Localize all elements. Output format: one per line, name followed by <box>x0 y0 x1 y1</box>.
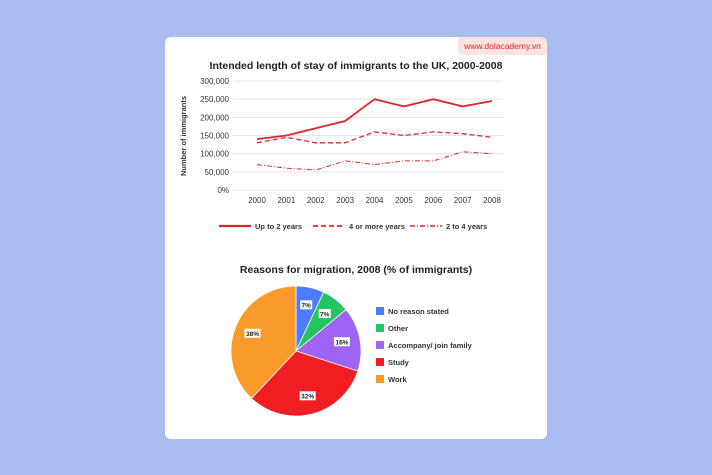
series-2-point <box>315 142 317 144</box>
series-2-point <box>491 137 493 139</box>
series-1-point <box>374 98 376 100</box>
legend-label: 4 or more years <box>349 222 405 231</box>
y-axis-label: Number of immigrants <box>179 96 188 176</box>
series-1-point <box>403 106 405 108</box>
brand-badge: www.dolacademy.vn <box>458 37 547 55</box>
pie-label-box <box>318 309 331 319</box>
legend-swatch <box>376 358 384 366</box>
series-1-point <box>315 127 317 129</box>
series-3-point <box>374 164 376 166</box>
y-tick-label: 150,000 <box>200 132 229 141</box>
pie-slice-label: 7% <box>320 311 330 318</box>
legend-label: No reason stated <box>388 307 449 316</box>
pie-label-box <box>299 391 316 401</box>
x-tick-label: 2002 <box>307 196 325 205</box>
series-2-point <box>462 133 464 135</box>
x-tick-label: 2006 <box>424 196 442 205</box>
series-2-point <box>344 142 346 144</box>
y-tick-label: 200,000 <box>200 113 229 122</box>
series-2-point <box>286 137 288 139</box>
series-3-point <box>315 169 317 171</box>
x-tick-label: 2000 <box>248 196 266 205</box>
legend-label: Accompany/ join family <box>388 341 473 350</box>
series-2-point <box>374 131 376 133</box>
pie-slice-label: 7% <box>302 303 312 310</box>
legend-swatch <box>376 324 384 332</box>
legend-swatch <box>376 341 384 349</box>
legend-label: Study <box>388 358 410 367</box>
series-1-point <box>286 135 288 137</box>
legend-swatch <box>376 375 384 383</box>
line-chart-title: Intended length of stay of immigrants to… <box>210 60 503 72</box>
x-tick-label: 2008 <box>483 196 501 205</box>
series-3-point <box>344 160 346 162</box>
legend-label: Up to 2 years <box>255 222 302 231</box>
series-1-point <box>491 100 493 102</box>
series-3-point <box>491 153 493 155</box>
legend-label: Other <box>388 324 408 333</box>
pie-slice-3 <box>295 309 362 372</box>
x-tick-label: 2007 <box>454 196 472 205</box>
pie-label-box <box>300 300 313 310</box>
legend-label: Work <box>388 375 407 384</box>
y-tick-label: 300,000 <box>200 77 229 86</box>
legend-swatch <box>376 307 384 315</box>
series-line-1 <box>256 98 493 140</box>
series-1-point <box>432 98 434 100</box>
x-tick-label: 2001 <box>277 196 295 205</box>
pie-label-box <box>244 328 261 338</box>
pie-slice-5 <box>230 285 297 399</box>
series-1-point <box>462 106 464 108</box>
pie-slice-label: 32% <box>301 394 314 401</box>
series-2-point <box>432 131 434 133</box>
series-3-point <box>256 164 258 166</box>
y-tick-label: 100,000 <box>200 150 229 159</box>
series-3-point <box>432 160 434 162</box>
x-tick-label: 2005 <box>395 196 413 205</box>
legend-label: 2 to 4 years <box>446 222 487 231</box>
series-3-point <box>462 151 464 153</box>
series-3-point <box>403 160 405 162</box>
y-tick-label: 250,000 <box>200 95 229 104</box>
y-tick-label: 50,000 <box>205 168 230 177</box>
series-1-point <box>344 120 346 122</box>
y-tick-label: 0% <box>217 186 229 195</box>
pie-slice-4 <box>250 350 359 417</box>
series-2-point <box>256 142 258 144</box>
series-line-2 <box>256 131 493 144</box>
pie-label-box <box>333 337 350 347</box>
pie-slice-label: 16% <box>335 340 348 347</box>
series-2-point <box>403 135 405 137</box>
pie-chart-title: Reasons for migration, 2008 (% of immigr… <box>240 264 472 276</box>
pie-slice-label: 38% <box>246 331 259 338</box>
series-line-3 <box>256 151 493 171</box>
x-tick-label: 2003 <box>336 196 354 205</box>
series-1-point <box>256 138 258 140</box>
series-3-point <box>286 167 288 169</box>
x-tick-label: 2004 <box>366 196 384 205</box>
